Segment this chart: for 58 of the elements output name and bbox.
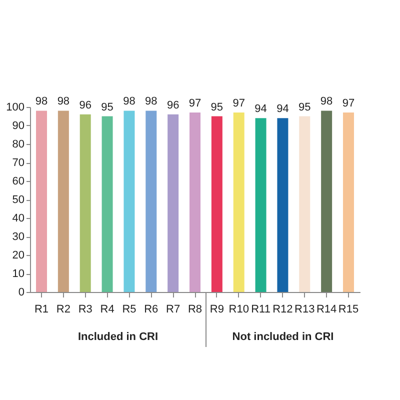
bar	[321, 110, 332, 292]
y-tick-label: 10	[12, 268, 24, 280]
data-label: 98	[123, 96, 136, 108]
text: Not included in CRI	[232, 331, 334, 343]
y-tick-label: 20	[12, 250, 24, 262]
bar	[342, 112, 354, 292]
x-tick-label: R10	[228, 304, 249, 316]
bar	[277, 118, 288, 292]
bar	[80, 114, 91, 292]
x-tick-label: R2	[56, 304, 70, 316]
x-tick-label: R14	[316, 304, 337, 316]
bar	[58, 110, 69, 292]
y-tick-label: 0	[18, 286, 24, 298]
bar	[124, 110, 135, 292]
y-tick-label: 90	[12, 120, 24, 132]
y-tick-label: 40	[12, 212, 24, 224]
x-tick-label: R5	[122, 304, 136, 316]
data-label: 94	[276, 103, 289, 116]
y-tick-label: 60	[12, 176, 24, 188]
data-label: 96	[79, 99, 92, 112]
y-tick-label: 30	[12, 231, 24, 243]
bar	[190, 112, 200, 292]
x-tick-label: R13	[294, 304, 315, 316]
data-label: 98	[35, 96, 48, 108]
data-label: 95	[101, 101, 114, 114]
data-label: 98	[145, 96, 158, 108]
bar	[168, 114, 179, 292]
data-label: 97	[232, 98, 245, 110]
x-tick-label: R12	[272, 304, 293, 316]
x-tick-label: R8	[188, 304, 202, 316]
x-tick-label: R9	[210, 304, 224, 316]
bar	[102, 116, 113, 292]
bar	[146, 110, 157, 292]
x-tick-label: R15	[338, 304, 359, 316]
y-tick-label: 80	[12, 138, 24, 150]
x-tick-label: R1	[34, 304, 49, 316]
x-tick-label: R4	[100, 304, 114, 316]
y-tick-label: 100	[6, 102, 24, 114]
data-label: 98	[57, 96, 70, 108]
x-tick-label: R11	[251, 304, 270, 316]
data-label: 96	[166, 99, 180, 112]
data-label: 97	[188, 98, 202, 110]
bar	[255, 118, 266, 292]
x-tick-label: R7	[166, 304, 180, 316]
bar	[211, 116, 222, 292]
data-label: 98	[320, 96, 333, 108]
data-label: 95	[210, 101, 224, 114]
bar	[36, 110, 48, 292]
bar	[233, 112, 244, 292]
data-label: 97	[342, 98, 355, 110]
y-tick-label: 70	[12, 157, 24, 169]
data-label: 95	[298, 101, 311, 114]
bar	[299, 116, 310, 292]
data-label: 94	[254, 103, 267, 116]
x-tick-label: R6	[144, 304, 158, 316]
text: Included in CRI	[78, 331, 158, 343]
y-tick-label: 50	[12, 194, 24, 206]
x-tick-label: R3	[78, 304, 92, 316]
